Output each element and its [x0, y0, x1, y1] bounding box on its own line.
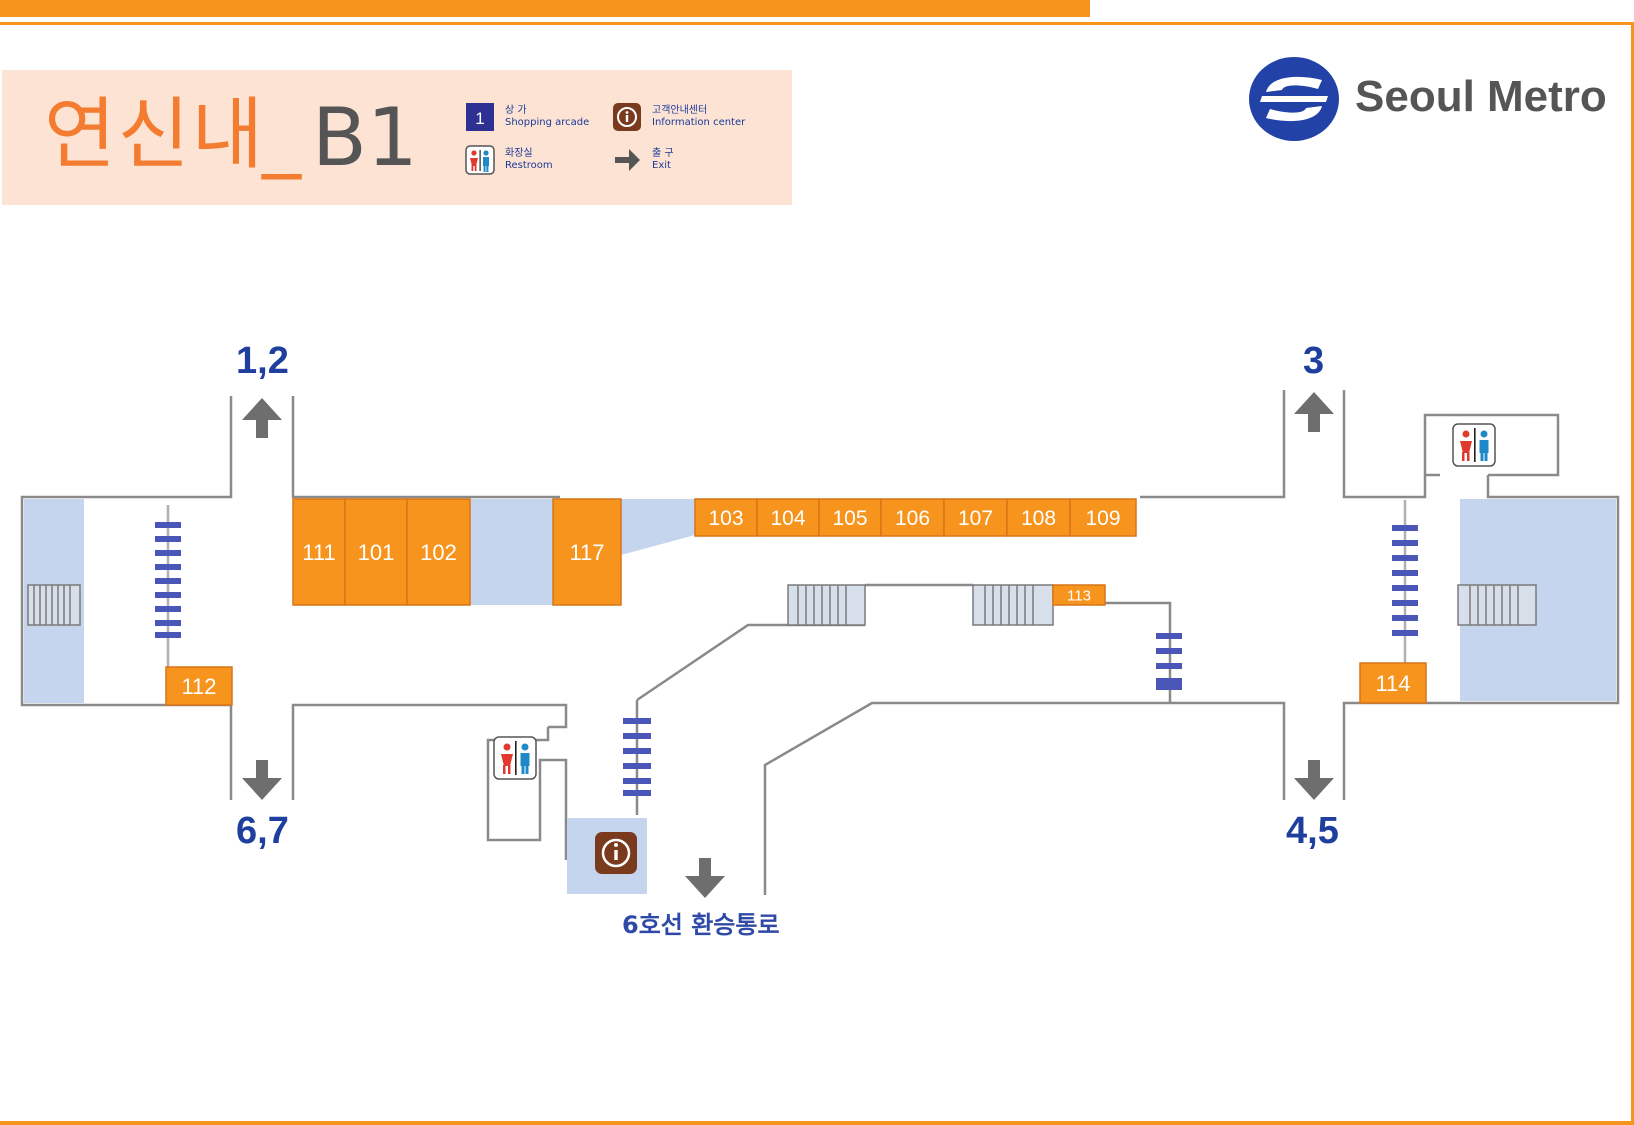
- shop-label: 103: [708, 507, 743, 530]
- shop-unit-111: 111: [292, 498, 346, 606]
- legend-shopping: 1 상 가 Shopping arcade: [465, 102, 589, 132]
- wall-top-right-a: [1140, 390, 1286, 499]
- legend-info: 고객안내센터 Information center: [612, 102, 745, 132]
- restroom-room-left: [486, 727, 568, 860]
- bottom-border-line: [0, 1121, 1634, 1125]
- shop-label: 107: [958, 507, 993, 530]
- title-separator: _: [262, 90, 301, 180]
- legend-restroom-ko: 화장실: [505, 148, 533, 159]
- shop-label: 112: [181, 674, 216, 699]
- shop-unit-102: 102: [406, 498, 471, 606]
- shop-unit-104: 104: [756, 498, 820, 537]
- legend-exit-en: Exit: [652, 160, 671, 171]
- restroom-icon: [493, 736, 537, 780]
- exit-label-4-5: 4,5: [1286, 810, 1339, 852]
- platform-gap-a: [470, 499, 553, 605]
- exit-arrow-icon: [242, 398, 282, 438]
- shop-unit-105: 105: [818, 498, 882, 537]
- wall-top-right-b: [1342, 390, 1440, 499]
- stairs-icon: [1392, 525, 1418, 636]
- escalator-icon: [787, 584, 866, 626]
- logo-text: Seoul Metro: [1355, 72, 1607, 121]
- exit-arrow-icon: [242, 760, 282, 800]
- shops-layer: 111 101 102 117 103 104 105 106 107 108 109 112 113 1…: [165, 498, 1427, 706]
- escalator-icon: [972, 584, 1054, 626]
- wall-top-left: [291, 396, 560, 499]
- shop-label: 113: [1067, 587, 1091, 604]
- info-icon: [612, 102, 642, 132]
- shop-label: 111: [302, 540, 335, 565]
- wall-right-outline: [1342, 475, 1620, 800]
- seoul-metro-logo: [1248, 56, 1340, 146]
- shop-label: 108: [1021, 507, 1056, 530]
- title-panel: [2, 70, 792, 205]
- shop-label: 101: [358, 540, 395, 565]
- restroom-room-right: [1423, 413, 1560, 477]
- floor-label: B1: [312, 91, 418, 184]
- shop-unit-108: 108: [1006, 498, 1071, 537]
- station-name: 연신내: [44, 90, 266, 180]
- stairs-icon: [1156, 633, 1182, 690]
- exit-label-1-2: 1,2: [236, 340, 289, 382]
- shop-badge-icon: 1: [465, 102, 495, 132]
- shop-label: 104: [770, 507, 805, 530]
- stairs-icon: [623, 718, 651, 796]
- legend-shopping-ko: 상 가: [505, 105, 527, 116]
- restroom-icon: [465, 145, 495, 175]
- corridor-line-a: [636, 623, 865, 702]
- exit-arrow-icon: [1294, 760, 1334, 800]
- svg-text:1: 1: [475, 109, 484, 128]
- exit-arrow-icon: [685, 858, 725, 898]
- legend-exit-ko: 출 구: [652, 148, 674, 159]
- legend-restroom-en: Restroom: [505, 160, 553, 171]
- escalator-icon: [1457, 584, 1537, 626]
- restroom-icon: [1452, 423, 1496, 467]
- platform-gap-b: [621, 499, 695, 555]
- shop-label: 117: [569, 540, 604, 565]
- right-border-line: [1631, 22, 1634, 1125]
- shop-label: 114: [1375, 671, 1410, 696]
- shop-unit-106: 106: [880, 498, 945, 537]
- legend-info-en: Information center: [652, 117, 746, 128]
- legend-info-ko: 고객안내센터: [652, 105, 708, 116]
- legend-shopping-en: Shopping arcade: [505, 117, 590, 128]
- corridor-line-b: [1085, 601, 1172, 703]
- exit-arrow-icon: [1294, 392, 1334, 432]
- shop-unit-107: 107: [943, 498, 1008, 537]
- top-accent-bar: [0, 0, 1090, 17]
- escalator-icon: [27, 584, 81, 626]
- transfer-passage-label: 6호선 환승통로: [622, 911, 780, 939]
- shop-unit-103: 103: [694, 498, 758, 537]
- wall-bottom-right: [763, 701, 1286, 895]
- exit-arrow-icon: [612, 145, 642, 175]
- shop-unit-113: 113: [1052, 584, 1106, 606]
- legend-restroom: 화장실 Restroom: [465, 145, 553, 175]
- legend-exit: 출 구 Exit: [612, 145, 674, 175]
- wall-bottom-left: [291, 703, 568, 800]
- stairs-icon: [155, 522, 181, 638]
- exit-label-3: 3: [1303, 340, 1325, 382]
- shop-label: 109: [1085, 507, 1120, 530]
- exit-label-6-7: 6,7: [236, 810, 289, 852]
- shop-unit-117: 117: [552, 498, 622, 606]
- shop-label: 102: [420, 540, 457, 565]
- top-border-line: [0, 22, 1634, 25]
- shop-unit-109: 109: [1069, 498, 1137, 537]
- wall-left-outline: [20, 396, 233, 800]
- shop-label: 105: [832, 507, 867, 530]
- shop-label: 106: [895, 507, 930, 530]
- shop-unit-112: 112: [165, 666, 233, 706]
- info-icon: [595, 832, 637, 874]
- shop-unit-101: 101: [344, 498, 408, 606]
- shop-unit-114: 114: [1359, 662, 1427, 704]
